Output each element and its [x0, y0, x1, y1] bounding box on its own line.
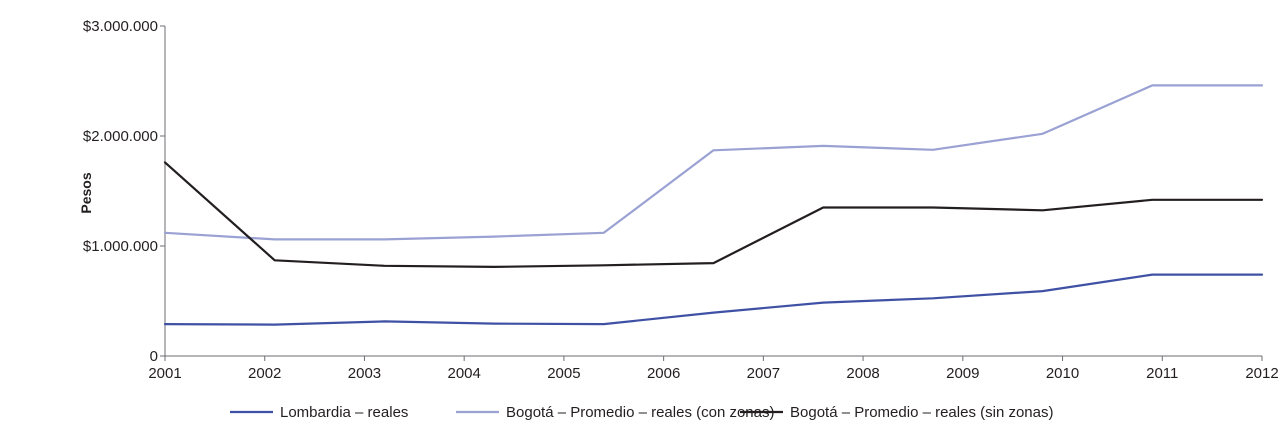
legend-label: Bogotá – Promedio – reales (sin zonas) [790, 404, 1053, 421]
y-tick-label: $3.000.000 [83, 18, 158, 35]
x-tick-label: 2008 [846, 365, 879, 382]
series-line-3 [163, 161, 1264, 268]
x-tick-label: 2007 [747, 365, 780, 382]
series-line-2 [163, 84, 1264, 241]
x-tick-label: 2009 [946, 365, 979, 382]
legend: Lombardia – reales Bogotá – Promedio – re… [230, 404, 1053, 421]
y-ticks: 0 $1.000.000 $2.000.000 $3.000.000 [83, 18, 165, 365]
x-tick-label: 2002 [248, 365, 281, 382]
x-tick-label: 2011 [1146, 365, 1178, 382]
x-tick-label: 2005 [547, 365, 580, 382]
x-ticks: 2001 2002 2003 2004 2005 2006 2007 2008 2009 2010… [148, 356, 1279, 382]
y-tick-label: 0 [150, 348, 158, 365]
x-tick-label: 2006 [647, 365, 680, 382]
y-axis-label: Pesos [78, 172, 94, 213]
y-tick-label: $2.000.000 [83, 128, 158, 145]
x-tick-label: 2010 [1046, 365, 1079, 382]
x-tick-label: 2001 [148, 365, 181, 382]
x-tick-label: 2012 [1245, 365, 1278, 382]
y-tick-label: $1.000.000 [83, 238, 158, 255]
series-line-1 [163, 273, 1264, 326]
x-tick-label: 2004 [447, 365, 480, 382]
axes [164, 26, 1262, 357]
series-lines [163, 84, 1264, 326]
x-tick-label: 2003 [348, 365, 381, 382]
legend-label: Bogotá – Promedio – reales (con zonas) [506, 404, 774, 421]
legend-label: Lombardia – reales [280, 404, 408, 421]
